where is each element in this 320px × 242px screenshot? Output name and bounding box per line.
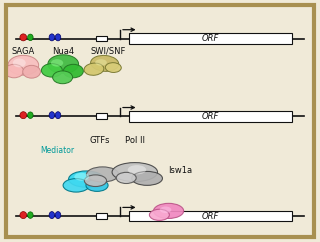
Ellipse shape <box>74 173 89 181</box>
Text: Isw1a: Isw1a <box>168 166 192 175</box>
Text: Nua4: Nua4 <box>52 47 74 56</box>
Ellipse shape <box>149 209 169 220</box>
Ellipse shape <box>154 203 184 219</box>
Bar <box>129 33 292 44</box>
Ellipse shape <box>55 112 61 119</box>
Ellipse shape <box>4 64 24 78</box>
Ellipse shape <box>55 34 61 41</box>
Ellipse shape <box>49 212 55 219</box>
Bar <box>129 211 292 221</box>
Ellipse shape <box>86 167 119 182</box>
Ellipse shape <box>91 55 119 71</box>
Ellipse shape <box>84 175 107 187</box>
Bar <box>96 213 108 219</box>
Text: ORF: ORF <box>202 112 220 121</box>
Text: Mediator: Mediator <box>40 145 74 155</box>
Bar <box>96 113 108 119</box>
Bar <box>96 36 108 41</box>
Ellipse shape <box>28 112 33 118</box>
Ellipse shape <box>84 63 104 75</box>
Ellipse shape <box>49 112 55 119</box>
Ellipse shape <box>68 171 104 187</box>
Text: ORF: ORF <box>202 34 220 43</box>
Ellipse shape <box>28 34 33 41</box>
Ellipse shape <box>20 212 27 219</box>
Text: Pol II: Pol II <box>125 136 145 145</box>
Ellipse shape <box>116 172 136 183</box>
Bar <box>129 111 292 121</box>
Ellipse shape <box>8 55 39 75</box>
Ellipse shape <box>95 59 107 66</box>
Ellipse shape <box>49 34 55 41</box>
Ellipse shape <box>132 171 163 185</box>
Ellipse shape <box>52 71 73 84</box>
Ellipse shape <box>55 212 61 219</box>
Ellipse shape <box>63 64 83 78</box>
Ellipse shape <box>41 64 62 77</box>
Ellipse shape <box>20 112 27 119</box>
Ellipse shape <box>160 206 172 213</box>
Ellipse shape <box>86 179 108 191</box>
Ellipse shape <box>48 55 79 73</box>
Ellipse shape <box>13 59 26 67</box>
Text: SAGA: SAGA <box>12 47 35 56</box>
Text: GTFs: GTFs <box>90 136 110 145</box>
Text: SWI/SNF: SWI/SNF <box>90 47 125 56</box>
Ellipse shape <box>28 212 33 218</box>
Ellipse shape <box>112 163 157 182</box>
Ellipse shape <box>105 63 121 72</box>
Text: ORF: ORF <box>202 212 220 221</box>
Ellipse shape <box>23 65 41 78</box>
Ellipse shape <box>51 59 63 67</box>
Ellipse shape <box>20 34 27 41</box>
Ellipse shape <box>63 179 89 192</box>
Ellipse shape <box>128 165 146 174</box>
